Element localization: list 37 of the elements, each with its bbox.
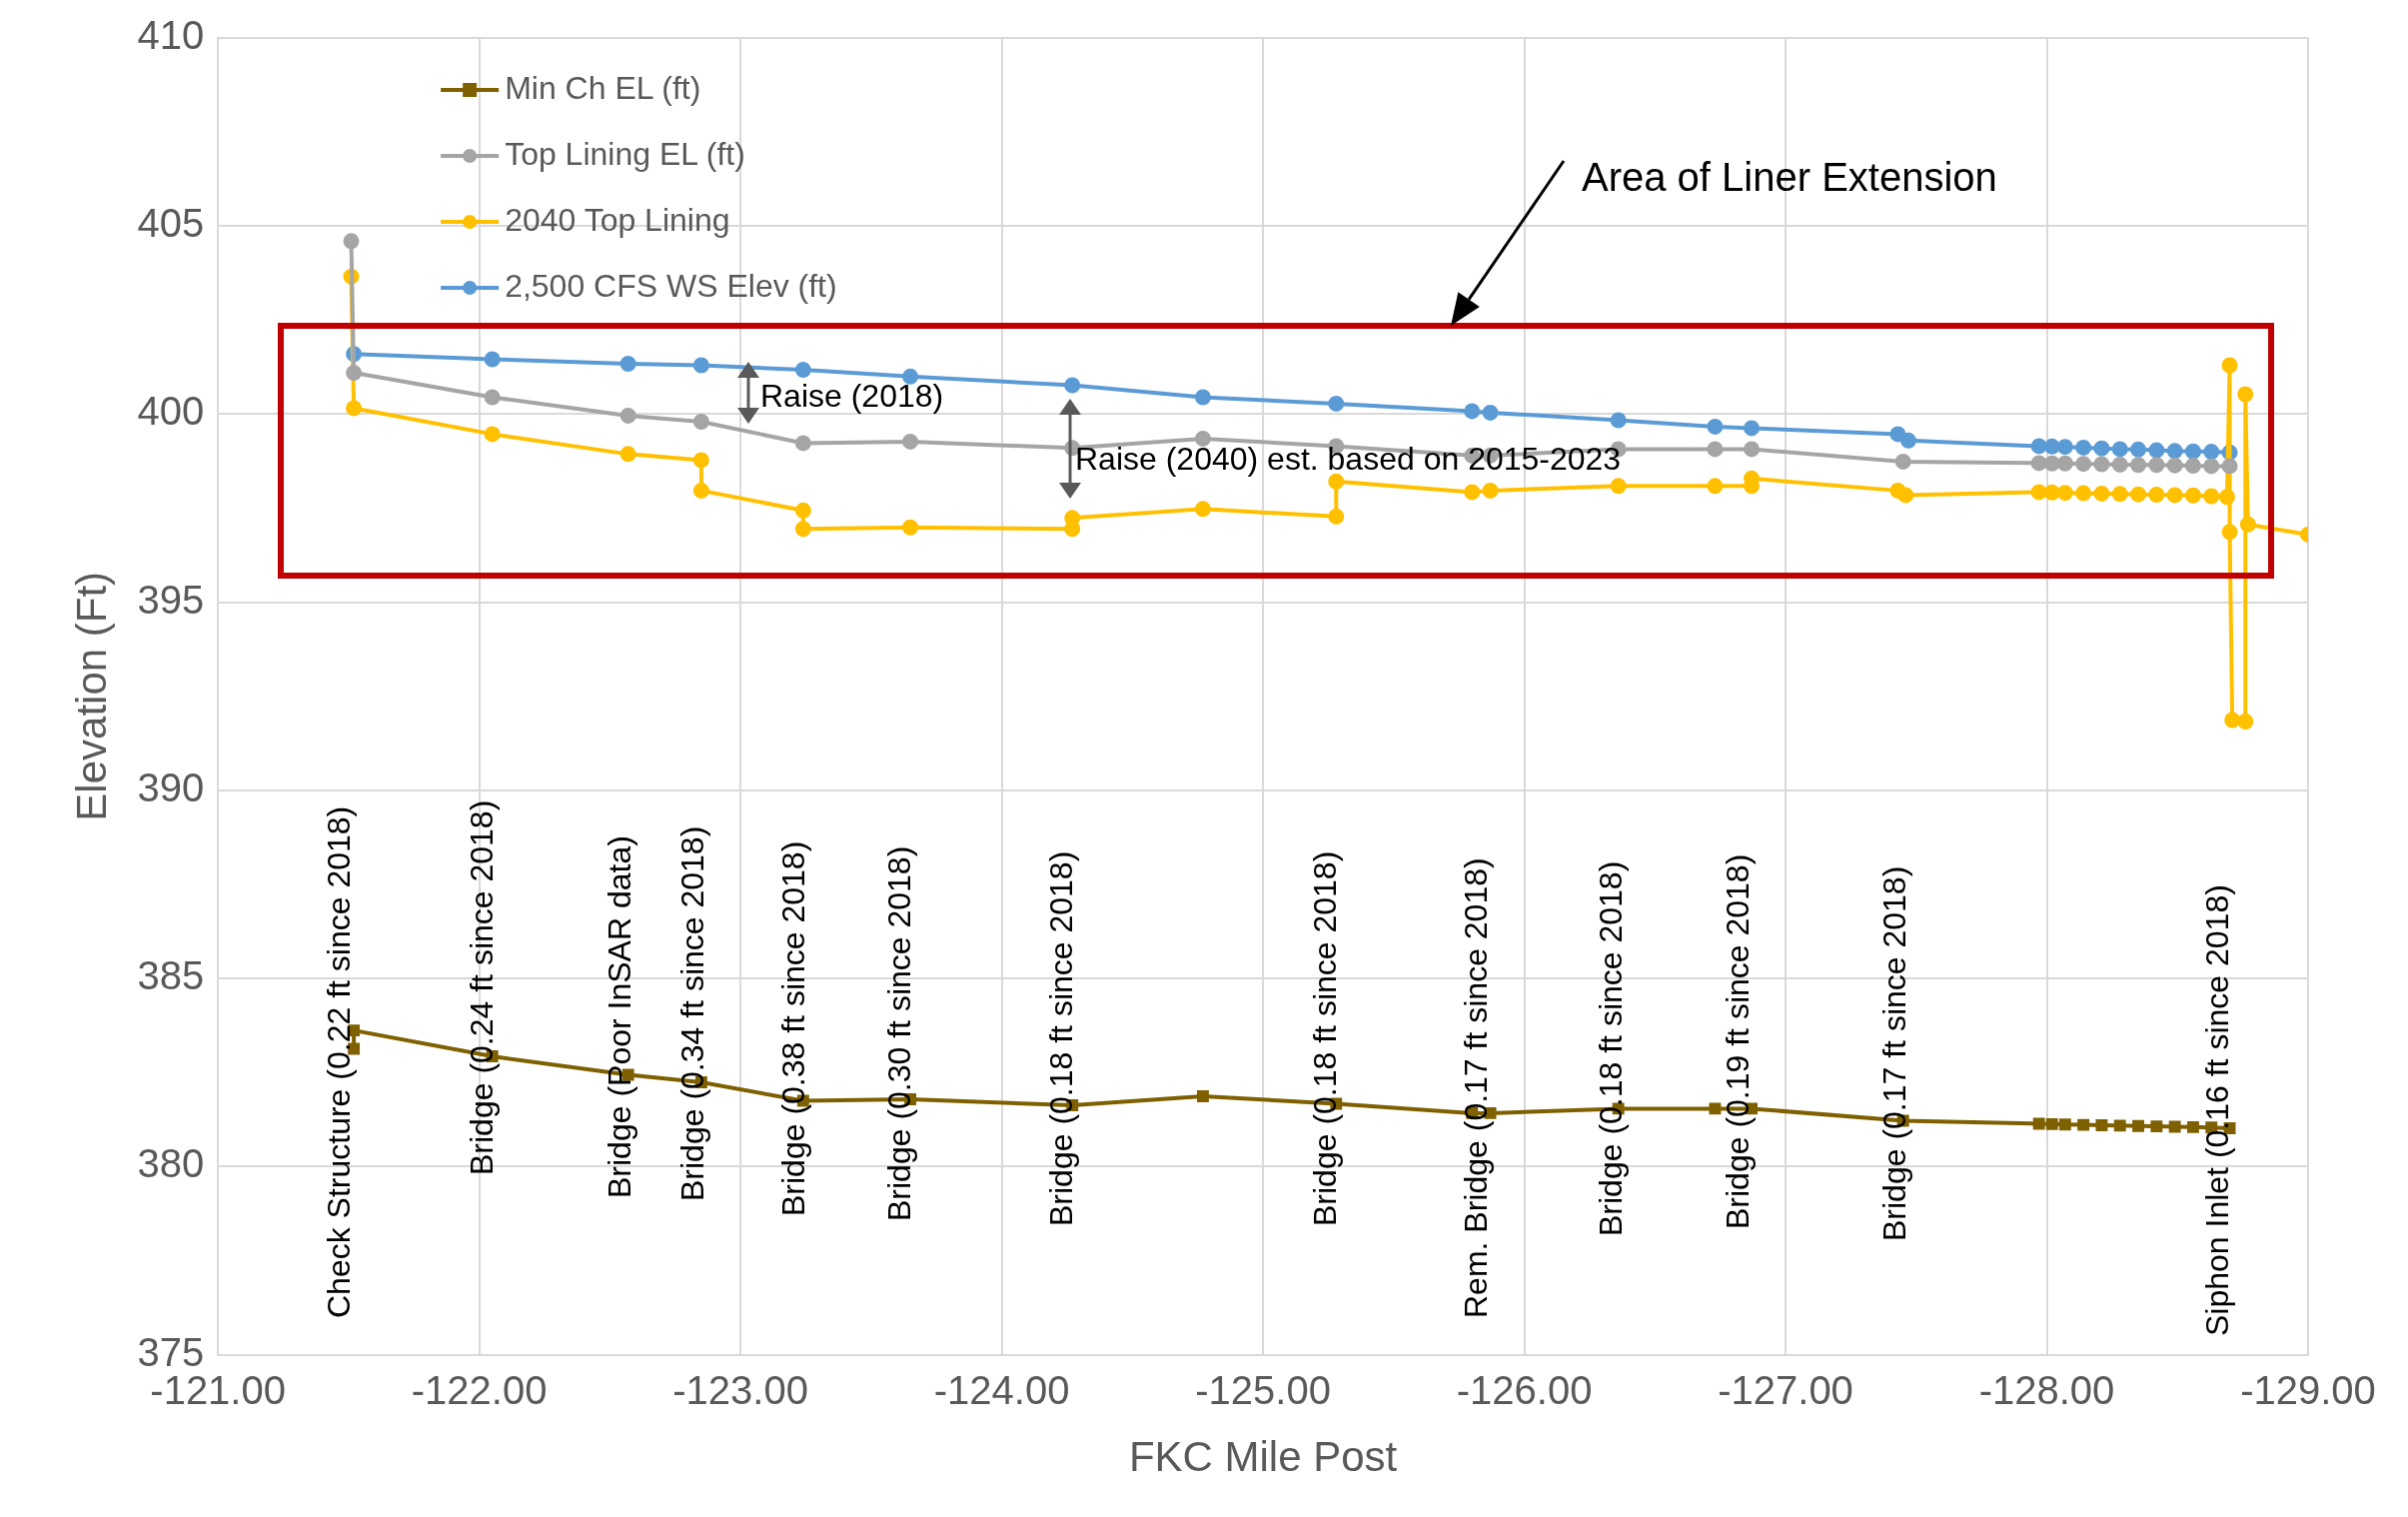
annotation: Bridge (0.18 ft since 2018) — [1306, 850, 1343, 1226]
annotation: Bridge (0.30 ft since 2018) — [880, 845, 917, 1221]
x-tick-label: -125.00 — [1195, 1367, 1331, 1412]
y-tick-label: 390 — [137, 764, 205, 809]
y-tick-label: 405 — [137, 201, 205, 246]
x-tick-label: -124.00 — [933, 1367, 1070, 1412]
y-tick-label: 410 — [137, 13, 205, 58]
annotation: Check Structure (0.22 ft since 2018) — [320, 805, 357, 1318]
x-tick-label: -128.00 — [1978, 1367, 2115, 1412]
legend-label: Top Lining EL (ft) — [505, 135, 745, 172]
annotation: Bridge (0.24 ft since 2018) — [463, 799, 500, 1175]
y-axis-title: Elevation (Ft) — [67, 571, 115, 821]
annotation: Bridge (0.17 ft since 2018) — [1875, 865, 1912, 1241]
annotation: Bridge (0.19 ft since 2018) — [1719, 853, 1756, 1229]
x-tick-label: -126.00 — [1456, 1367, 1593, 1412]
y-tick-label: 380 — [137, 1141, 205, 1186]
x-axis-title: FKC Mile Post — [1128, 1433, 1398, 1481]
annotation: Bridge (0.34 ft since 2018) — [673, 825, 710, 1201]
annotation: Bridge (0.18 ft since 2018) — [1592, 860, 1629, 1236]
x-tick-label: -122.00 — [411, 1367, 548, 1412]
y-tick-label: 385 — [137, 953, 205, 998]
annotation: Raise (2018) — [760, 377, 944, 414]
legend-label: 2040 Top Lining — [505, 201, 730, 238]
y-tick-label: 400 — [137, 389, 205, 434]
annotation: Raise (2040) est. based on 2015-2023 — [1075, 440, 1622, 477]
y-tick-label: 395 — [137, 577, 205, 622]
x-tick-label: -127.00 — [1718, 1367, 1853, 1412]
annotation: Bridge (Poor InSAR data) — [601, 835, 637, 1198]
annotation: Area of Liner Extension — [1582, 155, 1997, 200]
annotation: Bridge (0.18 ft since 2018) — [1042, 850, 1079, 1226]
annotation: Bridge (0.38 ft since 2018) — [774, 840, 811, 1216]
annotation: Siphon Inlet (0.16 ft since 2018) — [2198, 884, 2235, 1336]
annotation: Rem. Bridge (0.17 ft since 2018) — [1457, 857, 1494, 1318]
x-tick-label: -123.00 — [672, 1367, 808, 1412]
legend-label: Min Ch EL (ft) — [505, 69, 701, 106]
legend-label: 2,500 CFS WS Elev (ft) — [505, 267, 837, 304]
x-tick-label: -129.00 — [2240, 1367, 2376, 1412]
